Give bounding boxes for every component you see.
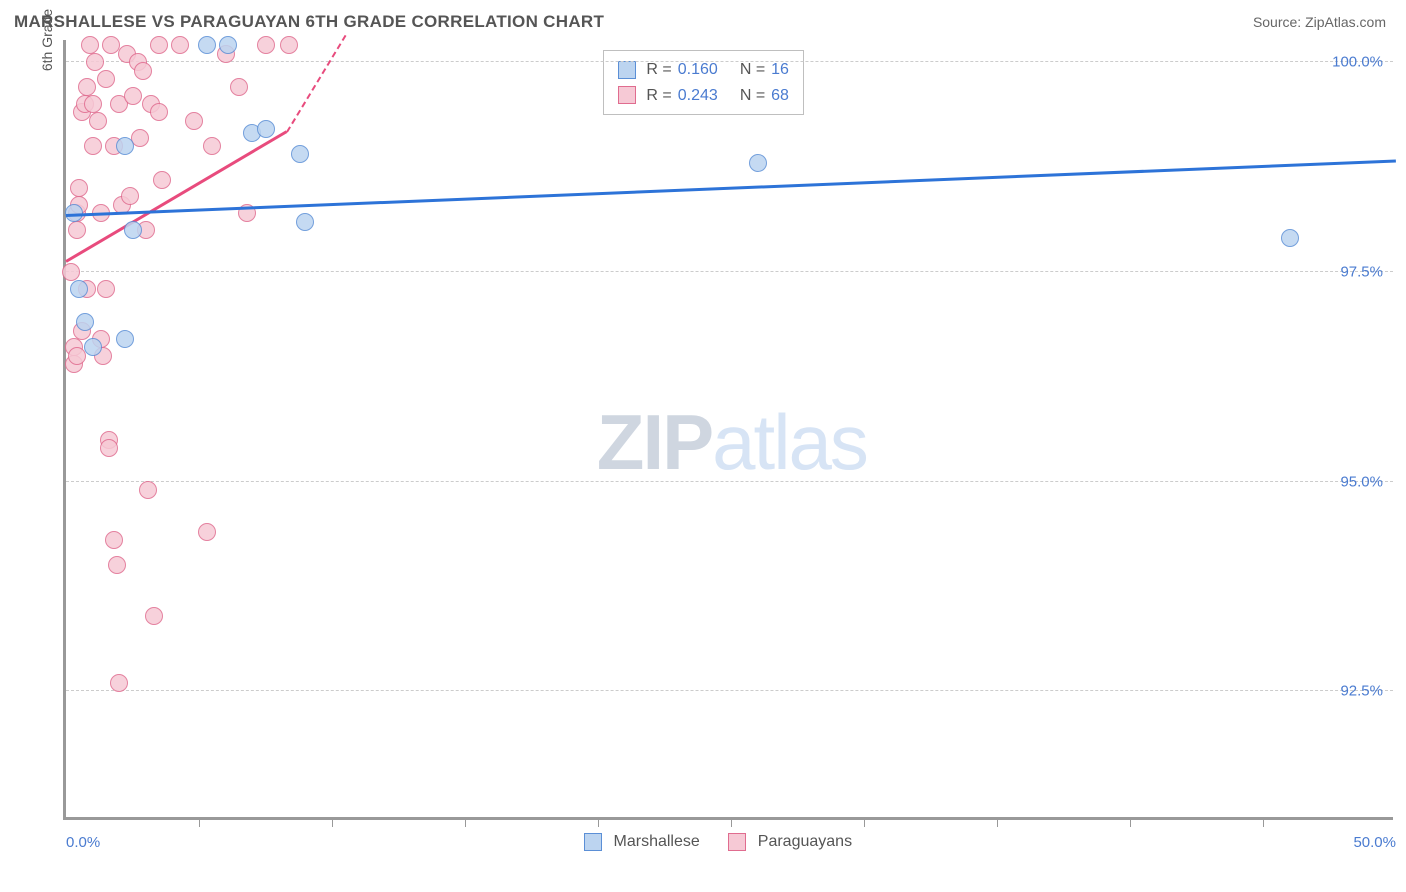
marshallese-marker: [198, 36, 216, 54]
y-tick-label: 95.0%: [1340, 473, 1383, 490]
watermark-zip: ZIP: [597, 398, 712, 486]
marshallese-marker: [257, 120, 275, 138]
marshallese-marker: [749, 154, 767, 172]
paraguayans-marker: [280, 36, 298, 54]
paraguayans-marker: [81, 36, 99, 54]
paraguayans-marker: [86, 53, 104, 71]
paraguayans-marker: [110, 674, 128, 692]
x-tick: [199, 817, 200, 827]
paraguayans-marker: [150, 36, 168, 54]
paraguayans-marker: [145, 607, 163, 625]
paraguayans-marker: [131, 129, 149, 147]
marshallese-swatch-icon: [584, 833, 602, 851]
gridline-horizontal: [66, 481, 1393, 482]
paraguayans-marker: [97, 70, 115, 88]
n-value: 68: [771, 83, 789, 109]
legend-stats-box: R = 0.160N = 16R = 0.243N = 68: [603, 50, 804, 115]
legend-item-marshallese: Marshallese: [584, 833, 700, 851]
marshallese-marker: [296, 213, 314, 231]
paraguayans-marker: [100, 439, 118, 457]
y-tick-label: 100.0%: [1332, 54, 1383, 71]
paraguayans-marker: [108, 556, 126, 574]
x-tick: [1130, 817, 1131, 827]
y-tick-label: 92.5%: [1340, 683, 1383, 700]
marshallese-swatch: [618, 61, 636, 79]
x-tick: [864, 817, 865, 827]
x-tick-label: 0.0%: [66, 834, 100, 851]
legend-series: Marshallese Paraguayans: [584, 833, 853, 851]
paraguayans-marker: [150, 103, 168, 121]
x-tick: [731, 817, 732, 827]
x-tick-label: 50.0%: [1353, 834, 1396, 851]
paraguayans-marker: [89, 112, 107, 130]
marshallese-marker: [76, 313, 94, 331]
paraguayans-marker: [70, 179, 88, 197]
paraguayans-marker: [84, 95, 102, 113]
paraguayans-marker: [105, 531, 123, 549]
paraguayans-marker: [84, 137, 102, 155]
marshallese-marker: [124, 221, 142, 239]
watermark-atlas: atlas: [712, 398, 867, 486]
paraguayans-marker: [230, 78, 248, 96]
marshallese-marker: [116, 137, 134, 155]
gridline-horizontal: [66, 61, 1393, 62]
marshallese-marker: [291, 145, 309, 163]
r-value: 0.243: [678, 83, 718, 109]
legend-label: Paraguayans: [758, 833, 852, 851]
paraguayans-marker: [97, 280, 115, 298]
chart-title: MARSHALLESE VS PARAGUAYAN 6TH GRADE CORR…: [14, 12, 604, 32]
plot-area: ZIPatlas R = 0.160N = 16R = 0.243N = 68 …: [63, 40, 1393, 820]
x-tick: [332, 817, 333, 827]
r-label: R =: [646, 83, 671, 109]
y-axis-label: 6th Grade: [39, 9, 55, 71]
legend-label: Marshallese: [614, 833, 700, 851]
paraguayans-swatch-icon: [728, 833, 746, 851]
marshallese-marker: [84, 338, 102, 356]
legend-item-paraguayans: Paraguayans: [728, 833, 852, 851]
x-tick: [598, 817, 599, 827]
paraguayans-marker: [171, 36, 189, 54]
source-value: ZipAtlas.com: [1305, 14, 1386, 30]
paraguayans-swatch: [618, 86, 636, 104]
gridline-horizontal: [66, 690, 1393, 691]
paraguayans-marker: [198, 523, 216, 541]
paraguayans-marker: [62, 263, 80, 281]
x-tick: [1263, 817, 1264, 827]
marshallese-marker: [116, 330, 134, 348]
legend-stats-row-paraguayans: R = 0.243 N = 68: [618, 83, 789, 109]
marshallese-trendline: [66, 160, 1396, 218]
watermark: ZIPatlas: [597, 397, 867, 488]
paraguayans-marker: [78, 78, 96, 96]
paraguayans-marker: [124, 87, 142, 105]
y-tick-label: 97.5%: [1340, 263, 1383, 280]
paraguayans-marker: [121, 187, 139, 205]
chart-header: MARSHALLESE VS PARAGUAYAN 6TH GRADE CORR…: [0, 0, 1406, 40]
marshallese-marker: [70, 280, 88, 298]
chart-source: Source: ZipAtlas.com: [1253, 14, 1386, 30]
paraguayans-marker: [257, 36, 275, 54]
paraguayans-marker: [153, 171, 171, 189]
x-tick: [997, 817, 998, 827]
source-label: Source:: [1253, 14, 1305, 30]
gridline-horizontal: [66, 271, 1393, 272]
paraguayans-marker: [203, 137, 221, 155]
n-label: N =: [740, 83, 765, 109]
paraguayans-marker: [185, 112, 203, 130]
marshallese-marker: [1281, 229, 1299, 247]
paraguayans-marker: [139, 481, 157, 499]
x-tick: [465, 817, 466, 827]
marshallese-marker: [219, 36, 237, 54]
paraguayans-marker: [134, 62, 152, 80]
paraguayans-marker: [68, 221, 86, 239]
